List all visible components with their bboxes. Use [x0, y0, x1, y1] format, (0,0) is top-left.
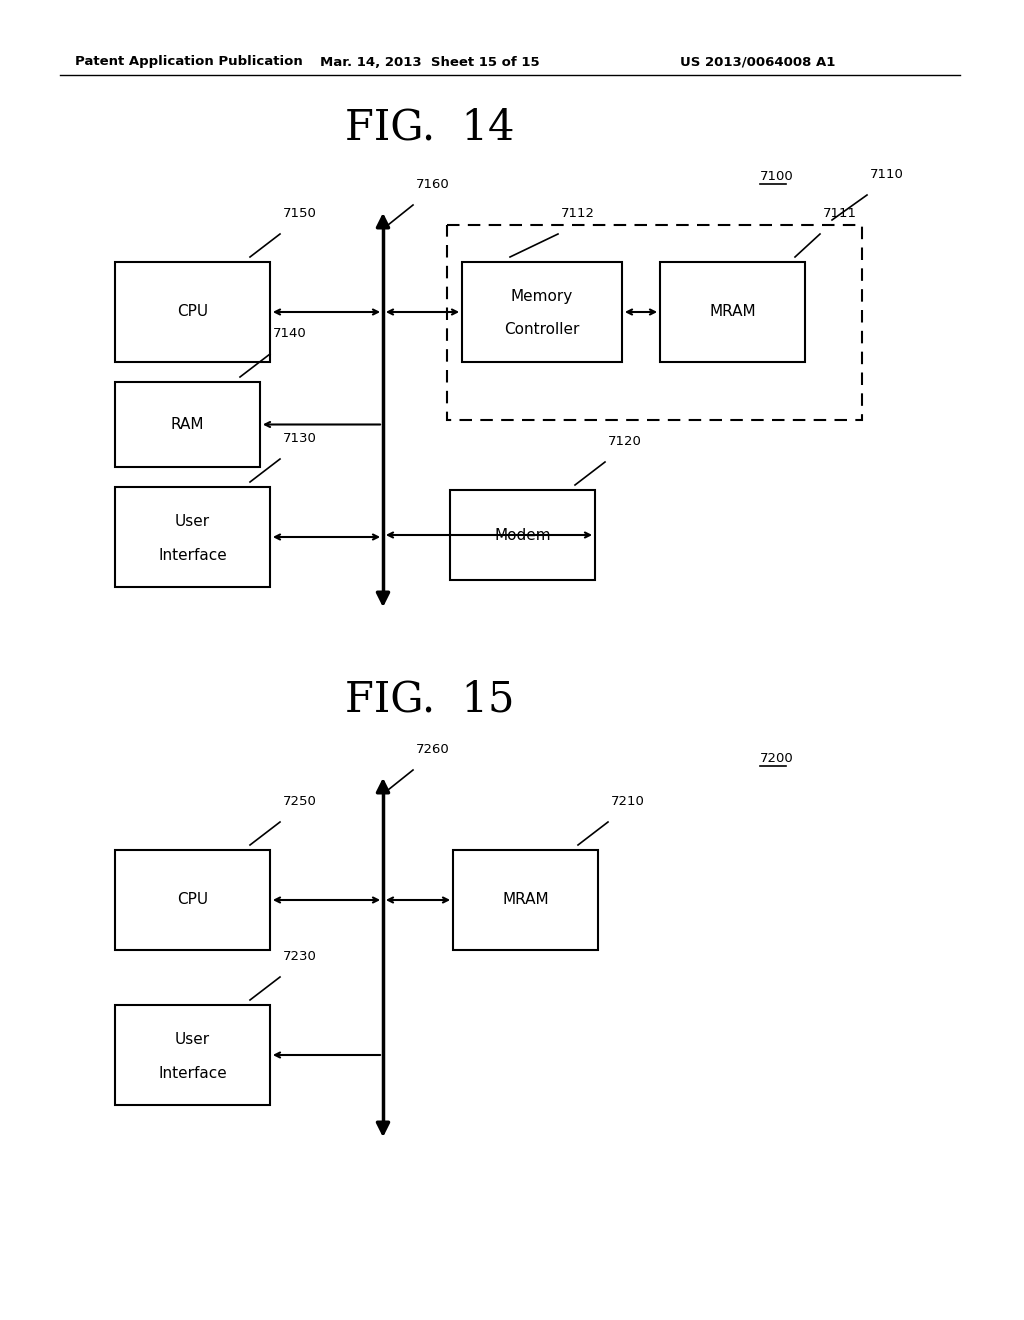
Bar	[115, 487, 270, 587]
Text: User: User	[175, 1032, 210, 1048]
Text: 7110: 7110	[870, 168, 904, 181]
Text: 7260: 7260	[416, 743, 450, 756]
Text: Modem: Modem	[495, 528, 551, 543]
Text: 7200: 7200	[760, 752, 794, 766]
Text: 7160: 7160	[416, 178, 450, 191]
Text: US 2013/0064008 A1: US 2013/0064008 A1	[680, 55, 836, 69]
Text: 7210: 7210	[611, 795, 645, 808]
Text: 7140: 7140	[273, 327, 307, 341]
Text: MRAM: MRAM	[502, 892, 549, 908]
Text: User: User	[175, 515, 210, 529]
Text: 7112: 7112	[561, 207, 595, 220]
Text: 7130: 7130	[283, 432, 316, 445]
Bar	[462, 261, 622, 362]
Text: 7250: 7250	[283, 795, 316, 808]
Text: CPU: CPU	[177, 892, 208, 908]
Text: 7150: 7150	[283, 207, 316, 220]
Bar	[453, 850, 598, 950]
Text: FIG.  14: FIG. 14	[345, 107, 515, 149]
Text: RAM: RAM	[171, 417, 204, 432]
Text: 7111: 7111	[823, 207, 857, 220]
Text: 7100: 7100	[760, 170, 794, 183]
Text: Patent Application Publication: Patent Application Publication	[75, 55, 303, 69]
Bar	[115, 850, 270, 950]
Text: Interface: Interface	[158, 1065, 227, 1081]
Bar	[115, 1005, 270, 1105]
Text: Mar. 14, 2013  Sheet 15 of 15: Mar. 14, 2013 Sheet 15 of 15	[321, 55, 540, 69]
Text: FIG.  15: FIG. 15	[345, 678, 515, 721]
Text: Interface: Interface	[158, 548, 227, 562]
Bar	[115, 261, 270, 362]
Text: CPU: CPU	[177, 305, 208, 319]
Bar	[450, 490, 595, 579]
Text: Controller: Controller	[504, 322, 580, 338]
Text: 7120: 7120	[608, 436, 642, 447]
Text: MRAM: MRAM	[710, 305, 756, 319]
Text: 7230: 7230	[283, 950, 316, 964]
Bar	[660, 261, 805, 362]
Text: Memory: Memory	[511, 289, 573, 305]
Bar	[115, 381, 260, 467]
Bar	[447, 224, 862, 420]
